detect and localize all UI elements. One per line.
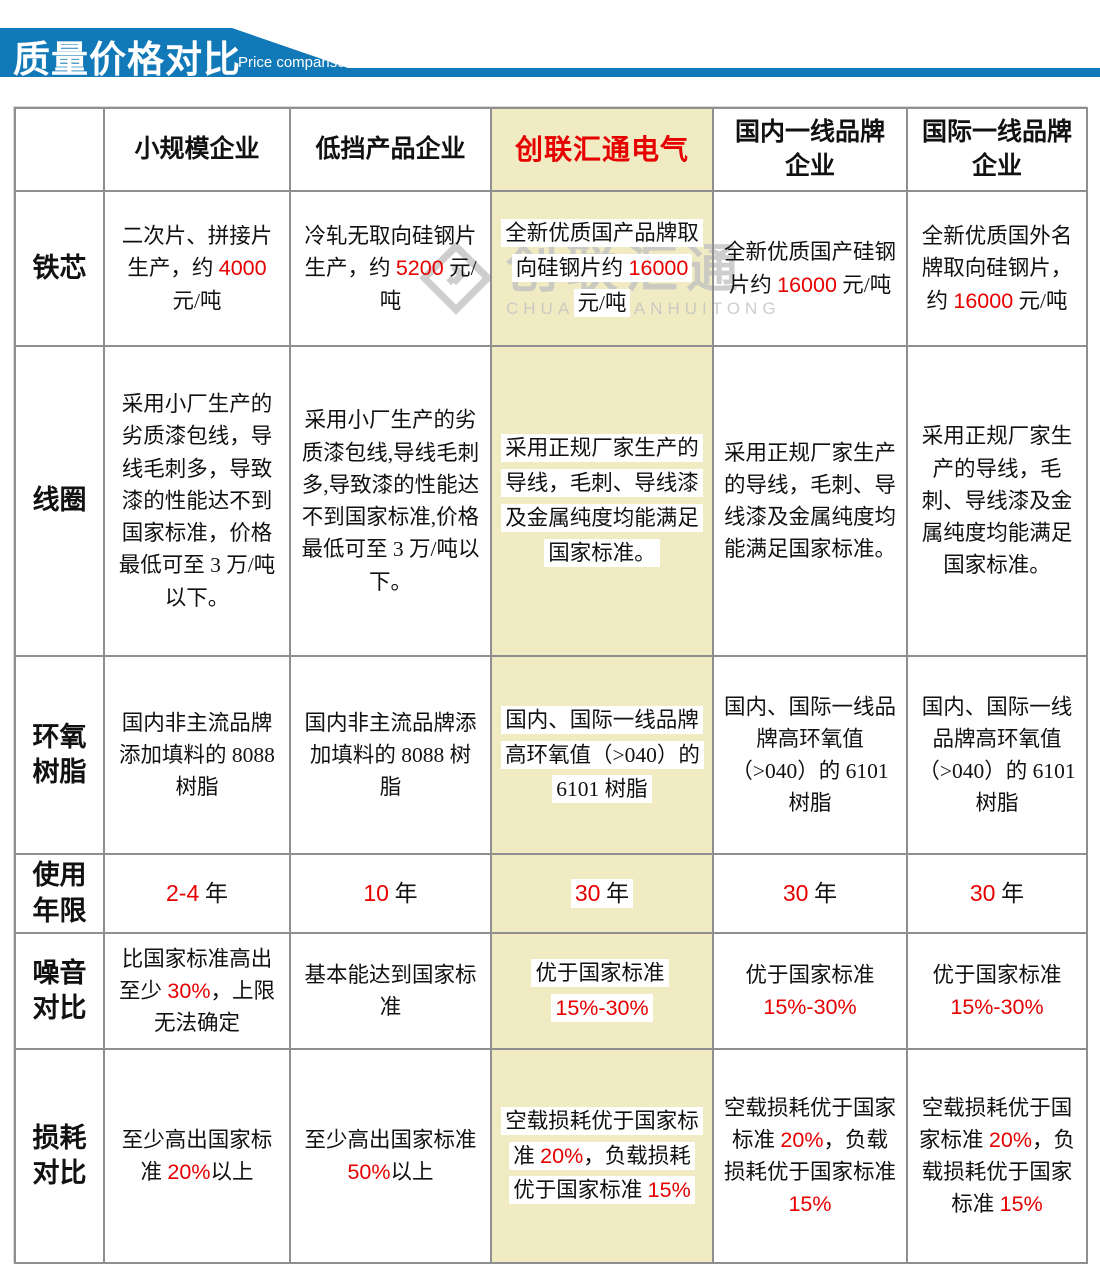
- row-header: 使用年限: [14, 853, 105, 934]
- header-row: 小规模企业 低挡产品企业 创联汇通电气 国内一线品牌企业 国际一线品牌企业: [14, 107, 1088, 192]
- table-cell: 30 年: [490, 853, 714, 934]
- table-row: 噪音对比 比国家标准高出至少 30%，上限无法确定 基本能达到国家标准 优于国家标准 …: [14, 932, 1088, 1050]
- table-row: 使用年限 2-4 年 10 年 30 年 30 年 30 年: [14, 853, 1088, 934]
- column-header: 创联汇通电气: [490, 107, 714, 192]
- table-cell: 10 年: [289, 853, 492, 934]
- table-cell: 国内、国际一线品牌高环氧值（>040）的 6101 树脂: [906, 655, 1088, 855]
- page-title-banner: 质量价格对比 Price comparison: [0, 28, 1100, 77]
- table-row: 环氧树脂 国内非主流品牌添加填料的 8088 树脂 国内非主流品牌添加填料的 808…: [14, 655, 1088, 855]
- comparison-table-area: 创联汇通 CHUANGLIANHUITONG 小规模企业低挡产品企业创联汇通电气…: [13, 106, 1088, 1264]
- table-cell: 30 年: [712, 853, 908, 934]
- comparison-table: 小规模企业 低挡产品企业 创联汇通电气 国内一线品牌企业 国际一线品牌企业 铁芯 二次片、…: [14, 107, 1088, 1264]
- column-header: 国际一线品牌企业: [906, 107, 1088, 192]
- table-cell: 2-4 年: [103, 853, 291, 934]
- table-cell: 至少高出国家标准 50%以上: [289, 1048, 492, 1264]
- table-cell: 至少高出国家标准 20%以上: [103, 1048, 291, 1264]
- table-cell: 冷轧无取向硅钢片生产，约 5200 元/吨: [289, 190, 492, 347]
- row-header: 噪音对比: [14, 932, 105, 1050]
- column-header: 小规模企业: [103, 107, 291, 192]
- table-cell: 30 年: [906, 853, 1088, 934]
- row-header: 损耗对比: [14, 1048, 105, 1264]
- table-cell: 比国家标准高出至少 30%，上限无法确定: [103, 932, 291, 1050]
- column-header: 低挡产品企业: [289, 107, 492, 192]
- table-cell: 优于国家标准 15%-30%: [490, 932, 714, 1050]
- page-title: 质量价格对比: [13, 39, 241, 80]
- corner-cell: [14, 107, 105, 192]
- table-cell: 采用正规厂家生产的导线，毛刺、导线漆及金属纯度均能满足国家标准。: [490, 345, 714, 657]
- table-cell: 采用正规厂家生产的导线，毛刺、导线漆及金属纯度均能满足国家标准。: [712, 345, 908, 657]
- table-cell: 空载损耗优于国家标准 20%，负载损耗优于国家标准 15%: [906, 1048, 1088, 1264]
- table-cell: 采用小厂生产的劣质漆包线，导线毛刺多，导致漆的性能达不到国家标准，价格最低可至 …: [103, 345, 291, 657]
- table-cell: 优于国家标准 15%-30%: [906, 932, 1088, 1050]
- table-cell: 全新优质国产品牌取向硅钢片约 16000 元/吨: [490, 190, 714, 347]
- row-header: 铁芯: [14, 190, 105, 347]
- table-cell: 全新优质国外名牌取向硅钢片，约 16000 元/吨: [906, 190, 1088, 347]
- table-cell: 全新优质国产硅钢片约 16000 元/吨: [712, 190, 908, 347]
- table-cell: 国内、国际一线品牌高环氧值（>040）的 6101 树脂: [490, 655, 714, 855]
- table-row: 线圈 采用小厂生产的劣质漆包线，导线毛刺多，导致漆的性能达不到国家标准，价格最低可…: [14, 345, 1088, 657]
- table-cell: 空载损耗优于国家标准 20%，负载损耗优于国家标准 15%: [712, 1048, 908, 1264]
- row-header: 环氧树脂: [14, 655, 105, 855]
- table-cell: 国内非主流品牌添加填料的 8088 树脂: [103, 655, 291, 855]
- table-cell: 二次片、拼接片生产，约 4000 元/吨: [103, 190, 291, 347]
- table-cell: 空载损耗优于国家标准 20%，负载损耗优于国家标准 15%: [490, 1048, 714, 1264]
- table-row: 损耗对比 至少高出国家标准 20%以上 至少高出国家标准 50%以上 空载损耗优于国家…: [14, 1048, 1088, 1264]
- page-subtitle: Price comparison: [238, 54, 354, 71]
- table-cell: 国内、国际一线品牌高环氧值（>040）的 6101 树脂: [712, 655, 908, 855]
- table-cell: 国内非主流品牌添加填料的 8088 树脂: [289, 655, 492, 855]
- table-row: 铁芯 二次片、拼接片生产，约 4000 元/吨 冷轧无取向硅钢片生产，约 5200 …: [14, 190, 1088, 347]
- table-cell: 基本能达到国家标准: [289, 932, 492, 1050]
- table-cell: 采用正规厂家生产的导线，毛刺、导线漆及金属纯度均能满足国家标准。: [906, 345, 1088, 657]
- table-cell: 采用小厂生产的劣质漆包线,导线毛刺多,导致漆的性能达不到国家标准,价格最低可至 …: [289, 345, 492, 657]
- table-cell: 优于国家标准 15%-30%: [712, 932, 908, 1050]
- column-header: 国内一线品牌企业: [712, 107, 908, 192]
- row-header: 线圈: [14, 345, 105, 657]
